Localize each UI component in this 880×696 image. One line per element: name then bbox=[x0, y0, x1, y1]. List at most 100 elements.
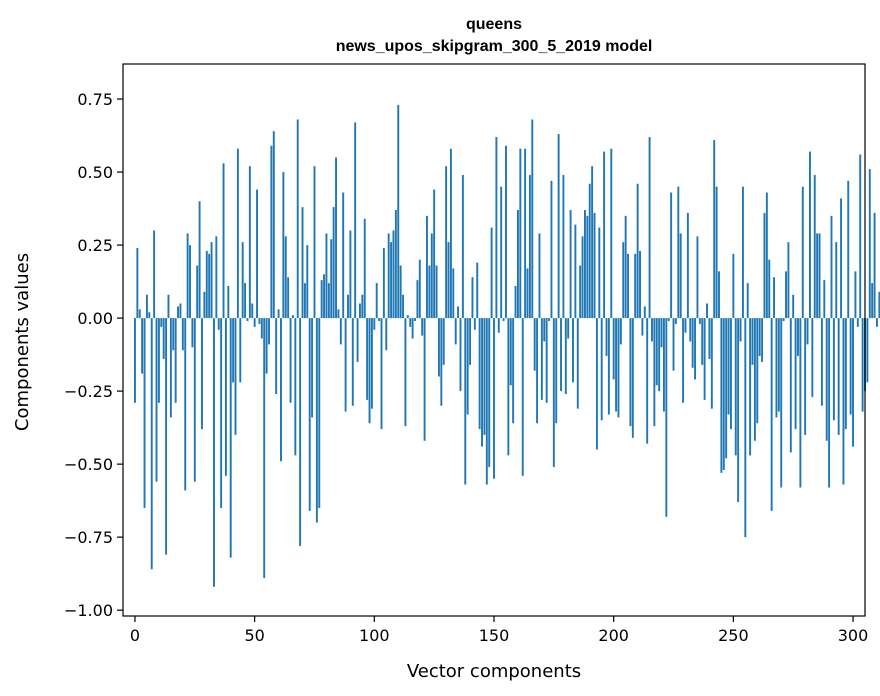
bar-189 bbox=[586, 215, 589, 319]
bar-82 bbox=[330, 239, 333, 319]
bar-135 bbox=[457, 306, 460, 319]
bar-233 bbox=[691, 318, 694, 368]
bar-311 bbox=[878, 291, 880, 319]
bar-132 bbox=[449, 148, 452, 319]
bar-34 bbox=[215, 236, 218, 319]
bar-281 bbox=[806, 318, 809, 345]
bar-35 bbox=[217, 318, 220, 330]
bar-89 bbox=[347, 294, 349, 319]
bar-158 bbox=[512, 318, 515, 424]
bar-260 bbox=[756, 318, 759, 424]
bar-122 bbox=[426, 215, 428, 319]
bar-176 bbox=[555, 318, 558, 424]
bar-266 bbox=[770, 318, 773, 511]
bar-5 bbox=[145, 294, 148, 319]
bar-183 bbox=[572, 318, 574, 383]
bar-2 bbox=[138, 309, 141, 319]
bar-76 bbox=[315, 318, 318, 523]
bar-134 bbox=[454, 318, 457, 345]
bar-7 bbox=[150, 318, 153, 570]
bar-214 bbox=[646, 318, 649, 444]
bar-270 bbox=[780, 318, 783, 488]
bar-26 bbox=[196, 265, 199, 319]
bar-310 bbox=[876, 318, 878, 327]
x-tick-label: 100 bbox=[359, 626, 390, 645]
bar-151 bbox=[495, 137, 498, 319]
bar-127 bbox=[437, 318, 440, 377]
bar-210 bbox=[636, 183, 639, 319]
bar-106 bbox=[387, 233, 390, 319]
y-axis-ticks: 0.75 0.50 0.25 0.00 −0.25 −0.50 −0.75 −1.00 bbox=[64, 90, 123, 620]
bar-259 bbox=[753, 318, 756, 441]
bar-126 bbox=[435, 265, 438, 319]
bar-263 bbox=[763, 212, 766, 319]
bar-240 bbox=[708, 318, 711, 359]
bar-182 bbox=[569, 210, 572, 319]
bar-79 bbox=[323, 274, 326, 319]
bar-252 bbox=[737, 318, 740, 503]
bar-37 bbox=[222, 163, 225, 319]
bar-193 bbox=[595, 318, 598, 450]
bar-178 bbox=[560, 318, 562, 392]
bar-219 bbox=[658, 318, 661, 392]
bar-294 bbox=[837, 318, 840, 435]
bar-139 bbox=[466, 318, 469, 415]
bar-299 bbox=[849, 318, 852, 415]
bar-72 bbox=[306, 245, 309, 319]
bar-211 bbox=[639, 250, 641, 319]
bar-268 bbox=[775, 318, 778, 418]
bar-295 bbox=[840, 198, 843, 319]
bar-62 bbox=[282, 172, 285, 319]
bar-0 bbox=[134, 318, 136, 403]
bar-21 bbox=[184, 318, 187, 491]
bar-285 bbox=[816, 233, 819, 319]
bar-11 bbox=[160, 318, 163, 327]
x-tick-label: 150 bbox=[479, 626, 510, 645]
bar-167 bbox=[533, 318, 536, 371]
y-tick-label: 0.00 bbox=[77, 309, 113, 328]
bar-303 bbox=[859, 154, 862, 319]
bar-276 bbox=[794, 318, 797, 430]
bar-30 bbox=[205, 250, 208, 319]
bar-153 bbox=[500, 186, 503, 319]
bar-147 bbox=[485, 318, 488, 485]
bar-49 bbox=[251, 303, 254, 319]
bar-265 bbox=[768, 259, 771, 319]
bar-16 bbox=[172, 318, 175, 351]
bar-136 bbox=[459, 318, 462, 392]
bar-250 bbox=[732, 253, 735, 319]
bar-54 bbox=[263, 318, 266, 579]
bar-67 bbox=[294, 318, 297, 456]
x-axis-ticks: 0 50 100 150 200 250 300 bbox=[130, 616, 868, 645]
y-tick-label: 0.25 bbox=[77, 236, 113, 255]
bar-201 bbox=[615, 318, 618, 412]
bar-284 bbox=[813, 174, 816, 319]
bar-61 bbox=[280, 318, 282, 462]
bar-188 bbox=[584, 210, 586, 319]
bar-48 bbox=[248, 166, 251, 319]
bar-239 bbox=[706, 303, 708, 319]
bar-217 bbox=[653, 318, 656, 427]
bar-115 bbox=[409, 318, 412, 327]
bar-20 bbox=[181, 318, 184, 351]
bar-224 bbox=[670, 192, 673, 319]
bar-32 bbox=[210, 242, 213, 319]
bar-248 bbox=[727, 318, 730, 415]
bar-105 bbox=[385, 318, 388, 351]
bar-104 bbox=[382, 248, 385, 319]
bar-17 bbox=[174, 318, 177, 403]
bar-216 bbox=[651, 318, 653, 342]
bar-249 bbox=[730, 318, 732, 430]
bar-101 bbox=[375, 283, 378, 319]
y-tick-label: 0.75 bbox=[77, 90, 113, 109]
bar-31 bbox=[208, 253, 211, 319]
bar-242 bbox=[713, 139, 716, 319]
x-axis-label: Vector components bbox=[407, 661, 581, 682]
bar-19 bbox=[179, 303, 182, 319]
bar-161 bbox=[519, 148, 522, 319]
bar-88 bbox=[344, 318, 347, 412]
bar-142 bbox=[473, 318, 476, 330]
bar-229 bbox=[682, 318, 685, 403]
bar-272 bbox=[785, 271, 787, 319]
bar-288 bbox=[823, 280, 826, 319]
